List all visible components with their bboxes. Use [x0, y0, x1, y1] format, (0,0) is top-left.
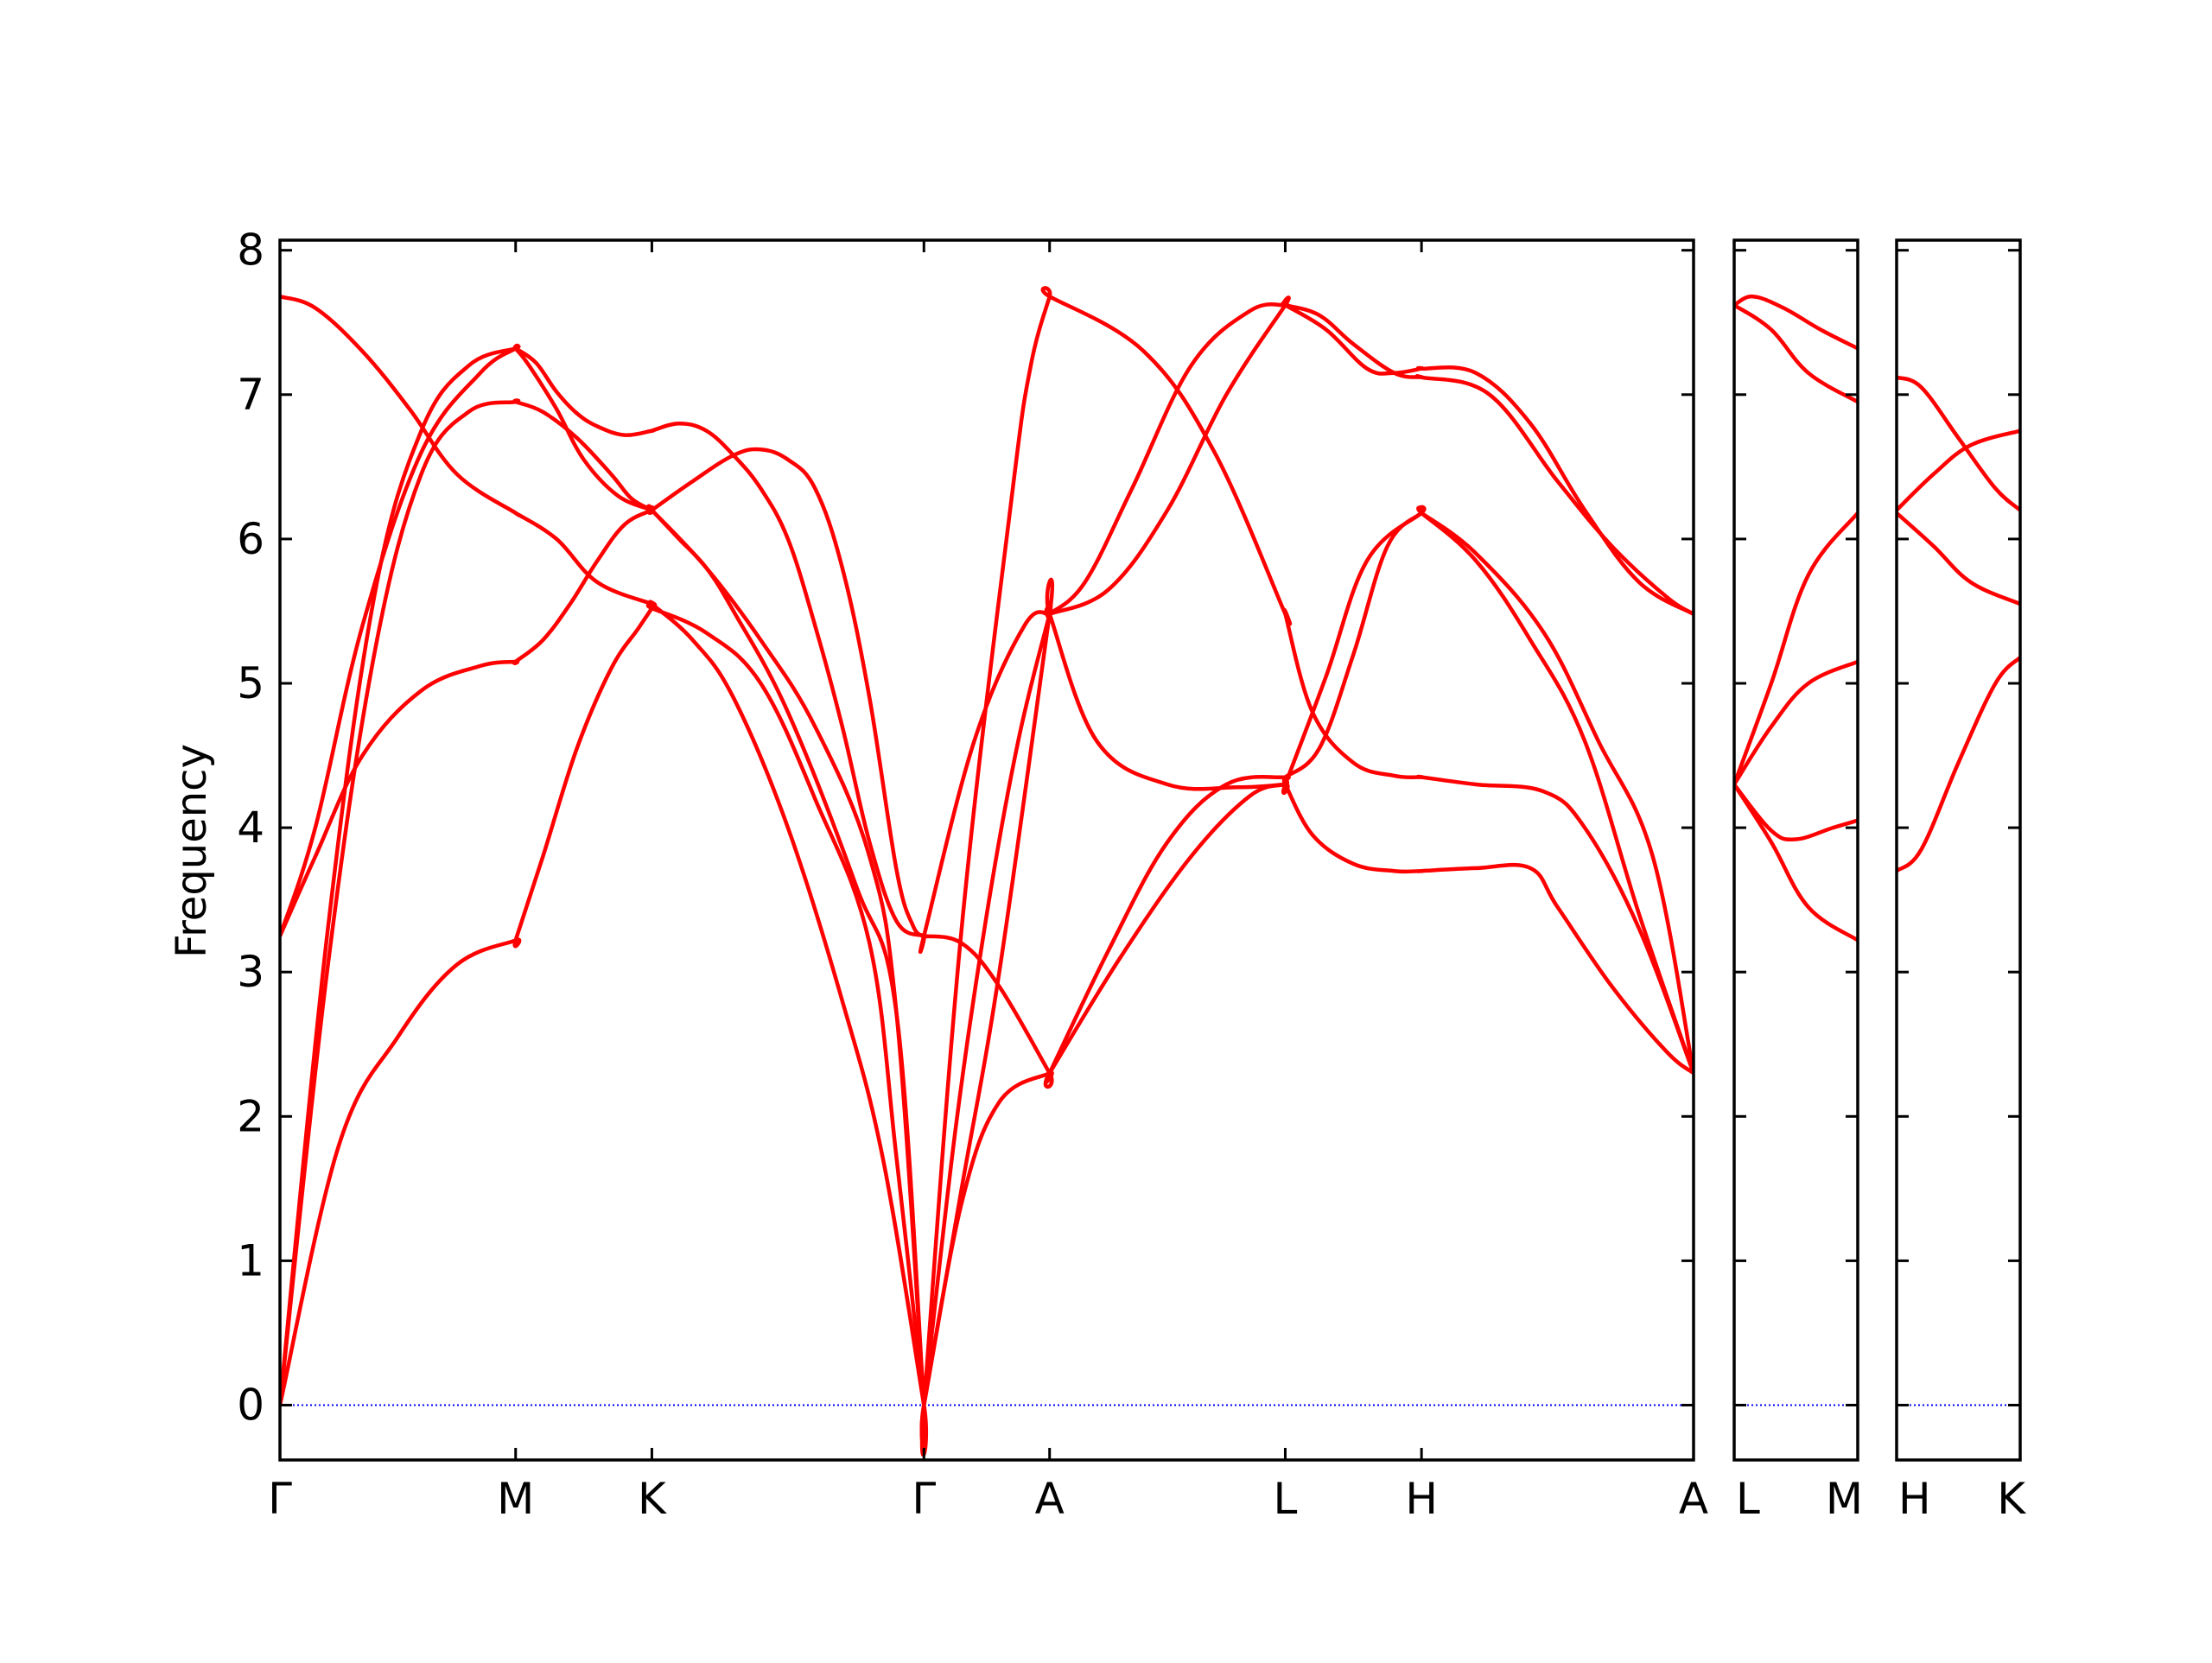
y-axis-label: Frequency: [168, 744, 216, 958]
x-tick-label: M: [1826, 1474, 1863, 1524]
band-line-3: [280, 505, 1694, 1449]
x-tick-label: K: [1997, 1474, 2026, 1524]
band-line-1: [280, 344, 1694, 1406]
x-tick-label: Γ: [912, 1474, 936, 1524]
y-tick-label: 6: [237, 514, 264, 564]
bands-group: [1897, 375, 2020, 873]
bands-group: [1734, 294, 1858, 943]
band-line-2: [1734, 303, 1858, 404]
panel-1: Γ M K Γ A L H A 0 1 2 3 4 5 6 7 8: [237, 225, 1708, 1524]
y-tick-label: 4: [237, 803, 264, 853]
band-line-5: [280, 286, 1694, 1457]
bands-group: [280, 286, 1694, 1457]
x-tick-label: A: [1679, 1474, 1708, 1524]
band-line-2: [1897, 428, 2020, 512]
x-tick-label: H: [1405, 1474, 1438, 1524]
y-tick-label: 1: [237, 1235, 264, 1285]
band-line-1: [1734, 294, 1858, 351]
band-line-3: [1734, 511, 1858, 785]
band-line-1: [1897, 375, 2020, 512]
x-tick-label: L: [1736, 1474, 1760, 1524]
band-line-4: [1897, 656, 2020, 873]
y-tick-label: 0: [237, 1381, 264, 1431]
band-line-6: [1734, 783, 1858, 943]
x-tick-label: A: [1035, 1474, 1065, 1524]
x-tick-label: K: [638, 1474, 667, 1524]
band-line-2: [280, 301, 1694, 1406]
panel-frame: [1732, 238, 1859, 1462]
band-line-3: [1897, 511, 2020, 606]
panel-frame: [278, 238, 1695, 1462]
y-tick-label: 7: [237, 370, 264, 420]
panel-frame: [1895, 238, 2022, 1462]
band-line-4: [1734, 659, 1858, 786]
y-tick-label: 2: [237, 1091, 264, 1141]
x-tick-label: H: [1898, 1474, 1931, 1524]
x-tick-label: Γ: [268, 1474, 292, 1524]
y-tick-label: 5: [237, 658, 264, 708]
x-tick-label: L: [1274, 1474, 1298, 1524]
band-line-4: [280, 343, 1694, 1448]
y-tick-label: 3: [237, 947, 264, 997]
band-line-5: [1734, 783, 1858, 842]
y-tick-label: 8: [237, 225, 264, 276]
x-tick-label: M: [497, 1474, 534, 1524]
band-line-6: [280, 295, 1694, 1443]
